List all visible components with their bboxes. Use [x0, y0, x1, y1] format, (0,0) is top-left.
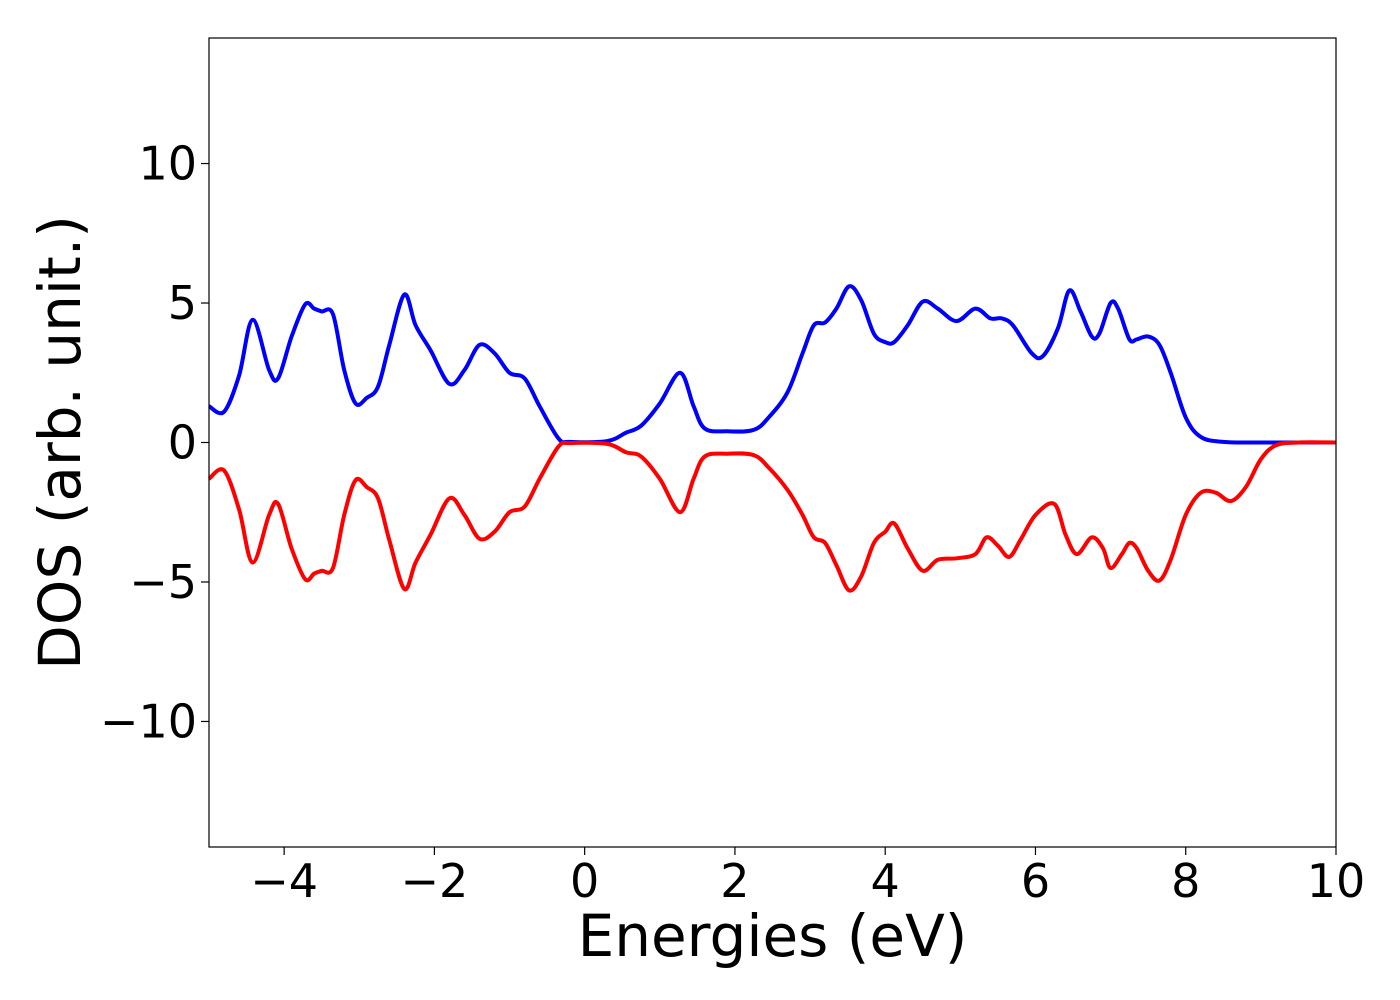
plot-frame [208, 37, 1337, 848]
x-tick-label: 2 [720, 854, 749, 908]
series-line-spin-up [207, 284, 1337, 445]
x-tick-label: 8 [1171, 854, 1200, 908]
x-tick-label: −2 [400, 854, 468, 908]
y-tick-label: −10 [100, 694, 197, 748]
y-tick-label: −5 [129, 555, 197, 609]
x-tick-label: 4 [871, 854, 900, 908]
y-tick-label: 10 [138, 137, 197, 191]
x-tick-label: 10 [1307, 854, 1366, 908]
series-line-spin-down [207, 440, 1337, 593]
x-tick-label: −4 [250, 854, 318, 908]
series-layer [207, 284, 1337, 593]
plot-area: −4 −2 0 2 4 6 8 10 −10 −5 0 5 10 [100, 37, 1365, 908]
y-tick-label: 5 [168, 276, 197, 330]
x-tick-label: 6 [1021, 854, 1050, 908]
x-axis: −4 −2 0 2 4 6 8 10 [250, 847, 1365, 908]
y-axis: −10 −5 0 5 10 [100, 137, 209, 748]
x-tick-label: 0 [570, 854, 599, 908]
x-axis-title: Energies (eV) [578, 902, 968, 970]
y-axis-title: DOS (arb. unit.) [26, 215, 94, 670]
y-tick-label: 0 [168, 416, 197, 470]
